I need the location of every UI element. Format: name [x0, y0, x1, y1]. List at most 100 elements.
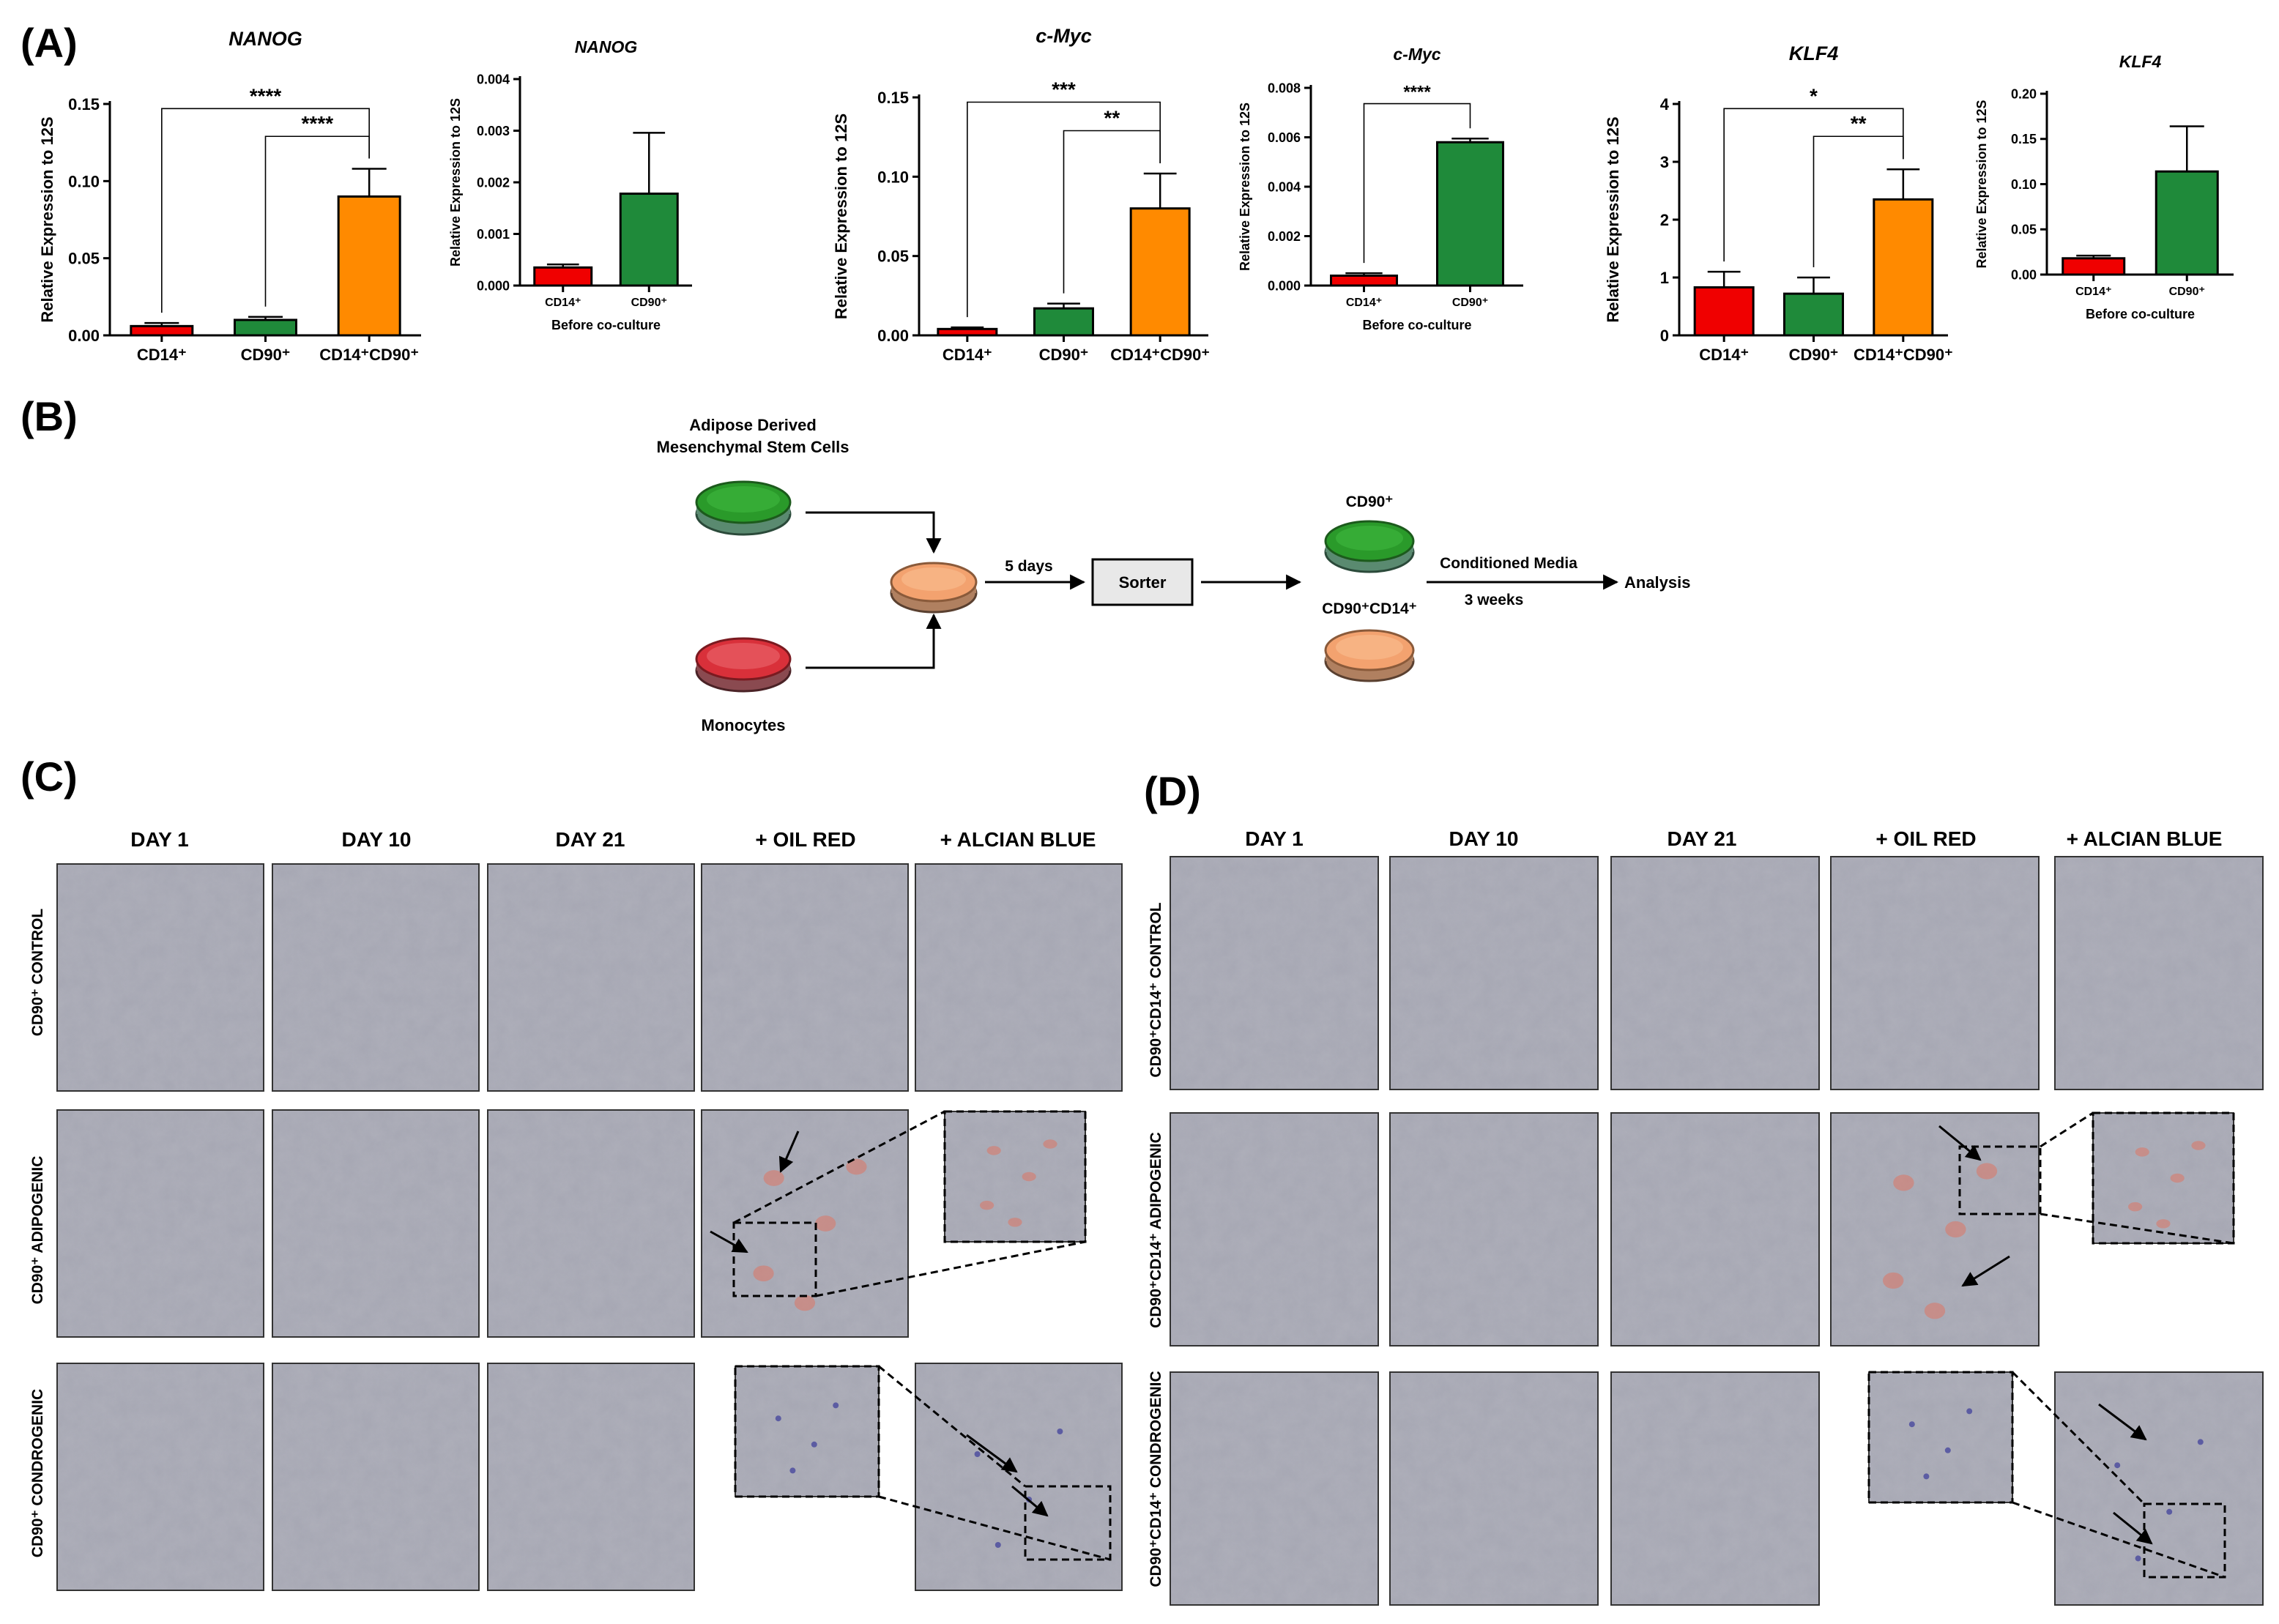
chart-nanog-main: NANOG Relative Expression to 12S 0.00 0.05 0… [38, 28, 421, 364]
y-tick-label: 0.05 [877, 247, 909, 266]
x-tick-label: CD14⁺CD90⁺ [1110, 346, 1210, 364]
cd90-output-label: CD90⁺ [1346, 493, 1394, 510]
y-tick-label: 2 [1660, 211, 1669, 229]
significance-bracket [1723, 108, 1904, 262]
y-axis-label: Relative Expression to 12S [448, 98, 463, 267]
micrograph-image [915, 863, 1123, 1092]
panel-d-col-day21: DAY 21 [1668, 827, 1737, 850]
adsc-dish-icon [695, 480, 792, 536]
y-axis-label: Relative Expression to 12S [1974, 100, 1989, 268]
panel-d-row-control: CD90⁺CD14⁺ CONTROL [1148, 902, 1164, 1077]
sorter-box [1091, 558, 1194, 606]
y-axis-label: Relative Expression to 12S [1604, 116, 1622, 322]
zoom-region-box [734, 1365, 880, 1498]
bar [2155, 170, 2219, 276]
x-tick-label: CD14⁺ [1699, 346, 1749, 364]
coculture-dish-icon [890, 562, 978, 614]
y-axis-label: Relative Expression to 12S [832, 113, 850, 319]
micrograph-image [2054, 856, 2264, 1090]
micrograph-image [2092, 1112, 2234, 1244]
indicator-arrow [1938, 1125, 1982, 1161]
chart-title: NANOG [228, 28, 302, 50]
y-tick-label: 0.15 [2011, 132, 2037, 146]
significance-bracket [161, 108, 370, 313]
panel-d-row-condrogenic: CD90⁺CD14⁺ CONDROGENIC [1148, 1371, 1164, 1587]
panel-c-column-headers: DAY 1 DAY 10 DAY 21 + OIL RED + ALCIAN B… [130, 828, 1096, 851]
y-axis-label: Relative Expression to 12S [38, 116, 56, 322]
zoom-connector-line [733, 1110, 945, 1224]
x-axis-label: Before co-culture [2086, 307, 2195, 321]
x-tick-label: CD90⁺ [1039, 346, 1089, 364]
significance-label: ** [1851, 112, 1867, 135]
bar [337, 195, 401, 337]
micrograph-image [1170, 1112, 1379, 1346]
x-tick-label: CD14⁺ [545, 297, 581, 309]
micrograph-image [272, 1363, 480, 1591]
zoom-region-box [943, 1110, 1087, 1243]
y-tick-label: 0.000 [1268, 278, 1301, 293]
chart-klf4-main: KLF4 Relative Expression to 12S 0 1 2 3 4 CD14⁺… [1604, 42, 1953, 364]
panel-d-row-adipogenic: CD90⁺CD14⁺ ADIPOGENIC [1148, 1132, 1164, 1328]
bar [937, 327, 998, 337]
chart-cmyc-main: c-Myc Relative Expression to 12S 0.00 0.05 0… [832, 25, 1210, 364]
y-tick-label: 0.000 [477, 278, 510, 293]
micrograph-image [1389, 1371, 1599, 1606]
bar [1436, 141, 1504, 287]
bar [533, 266, 593, 287]
panel-c-col-day1: DAY 1 [130, 828, 188, 851]
y-tick-label: 0.00 [68, 327, 100, 345]
micrograph-image [1610, 856, 1820, 1090]
bar [1129, 207, 1191, 337]
y-tick-label: 4 [1660, 95, 1670, 113]
panel-d-col-oil-red: + OIL RED [1875, 827, 1976, 850]
panel-c-col-day21: DAY 21 [556, 828, 625, 851]
significance-bracket [264, 135, 370, 307]
x-tick-label: CD90⁺ [241, 346, 291, 364]
micrograph-image [1170, 856, 1379, 1090]
zoom-connector-line [2040, 1213, 2234, 1245]
micrograph-image [1868, 1371, 2013, 1503]
chart-nanog-before: NANOG Relative Expression to 12S 0.000 0.00… [448, 37, 692, 332]
zoom-region-box [732, 1221, 817, 1297]
bar [234, 319, 297, 337]
micrograph-image [487, 863, 695, 1092]
panel-c-row-adipogenic: CD90⁺ ADIPOGENIC [29, 1156, 46, 1305]
micrograph-image [56, 1109, 264, 1338]
micrograph-image [272, 863, 480, 1092]
micrograph-image [56, 1363, 264, 1591]
weeks-label: 3 weeks [1465, 592, 1524, 608]
x-axis-label: Before co-culture [1362, 318, 1471, 332]
zoom-connector-line [815, 1240, 1086, 1297]
y-tick-label: 3 [1660, 153, 1669, 171]
micrograph-image [1610, 1112, 1820, 1346]
y-tick-label: 0.10 [68, 172, 100, 190]
monocytes-label: Monocytes [702, 716, 786, 734]
chart-klf4-before: KLF4 Relative Expression to 12S 0.00 0.05 0.… [1974, 52, 2234, 321]
y-tick-label: 0.008 [1268, 81, 1301, 95]
panel-d-col-day1: DAY 1 [1245, 827, 1303, 850]
panel-d-column-headers: DAY 1 DAY 10 DAY 21 + OIL RED + ALCIAN B… [1245, 827, 2222, 850]
y-tick-label: 1 [1660, 269, 1669, 287]
y-tick-label: 0.002 [1268, 229, 1301, 244]
micrograph-image [2054, 1371, 2264, 1606]
zoom-region-box [1024, 1485, 1112, 1561]
significance-label: **** [1403, 83, 1431, 103]
indicator-arrow [1961, 1255, 2010, 1287]
panel-label-d: (D) [1144, 768, 1201, 814]
micrograph-image [56, 863, 264, 1092]
micrograph-image [1389, 1112, 1599, 1346]
significance-bracket [1813, 135, 1904, 267]
micrograph-image [735, 1366, 880, 1497]
zoom-connector-line [878, 1495, 1111, 1561]
x-tick-label: CD90⁺ [631, 297, 667, 309]
y-tick-label: 0.003 [477, 124, 510, 138]
zoom-connector-line [2011, 1371, 2146, 1505]
zoom-region-box [1867, 1371, 2014, 1504]
y-tick-label: 0.001 [477, 227, 510, 242]
micrograph-image [944, 1111, 1086, 1243]
chart-title: c-Myc [1393, 45, 1440, 64]
panel-d-row-headers: CD90⁺CD14⁺ CONTROL CD90⁺CD14⁺ ADIPOGENIC… [1148, 902, 1164, 1587]
panel-c-col-alcian-blue: + ALCIAN BLUE [940, 828, 1096, 851]
panel-d-col-alcian-blue: + ALCIAN BLUE [2067, 827, 2223, 850]
